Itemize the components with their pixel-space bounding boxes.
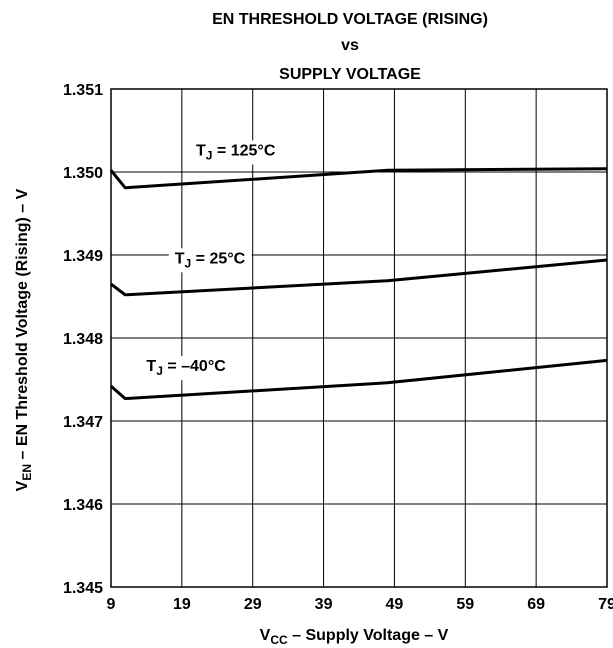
series-label-1: TJ = 25°C (175, 250, 246, 270)
x-tick-label: 59 (456, 596, 474, 613)
series-label-2: TJ = –40°C (146, 358, 226, 378)
series-label-bg-2 (140, 356, 233, 381)
series-label-0: TJ = 125°C (196, 142, 276, 162)
x-tick-labels: 9 19 29 39 49 59 69 79 (107, 596, 613, 613)
series-line-0 (109, 167, 608, 190)
series-line-1 (110, 258, 608, 297)
y-tick-label: 1.348 (63, 331, 103, 348)
x-tick-label: 49 (386, 596, 404, 613)
y-tick-label: 1.346 (63, 497, 103, 514)
y-axis-label-main: V (14, 480, 31, 491)
y-tick-labels: 1.345 1.346 1.347 1.348 1.349 1.350 1.351 (63, 82, 103, 597)
x-axis-label: VCC – Supply Voltage – V (260, 627, 449, 647)
series-label-bg-0 (190, 140, 282, 165)
series-layer (109, 167, 608, 401)
y-axis-label: VEN – EN Threshold Voltage (Rising) – V (14, 188, 34, 491)
chart-title: EN THRESHOLD VOLTAGE (RISING) vs SUPPLY … (212, 11, 488, 83)
y-tick-label: 1.347 (63, 414, 103, 431)
x-axis-label-sub: CC (270, 633, 288, 647)
series-label-bg-1 (168, 248, 252, 273)
y-tick-label: 1.345 (63, 580, 103, 597)
x-tick-label: 19 (173, 596, 191, 613)
x-tick-label: 69 (527, 596, 545, 613)
y-axis-label-sub: EN (20, 464, 34, 481)
annotations: TJ = 125°C TJ = 25°C TJ = –40°C (140, 140, 282, 381)
x-tick-label: 29 (244, 596, 262, 613)
x-axis-label-rest: – Supply Voltage – V (288, 627, 449, 644)
series-line-2 (110, 358, 608, 401)
y-axis-label-rest: – EN Threshold Voltage (Rising) – V (14, 188, 31, 464)
y-tick-label: 1.351 (63, 82, 103, 99)
plot-frame (110, 88, 608, 588)
grid (111, 89, 607, 587)
title-line-2: vs (341, 37, 359, 54)
y-tick-label: 1.349 (63, 248, 103, 265)
x-axis-label-main: V (260, 627, 271, 644)
x-tick-label: 79 (598, 596, 613, 613)
y-tick-label: 1.350 (63, 165, 103, 182)
title-line-1: EN THRESHOLD VOLTAGE (RISING) (212, 11, 488, 28)
title-line-3: SUPPLY VOLTAGE (279, 66, 421, 83)
x-tick-label: 9 (107, 596, 116, 613)
x-tick-label: 39 (315, 596, 333, 613)
